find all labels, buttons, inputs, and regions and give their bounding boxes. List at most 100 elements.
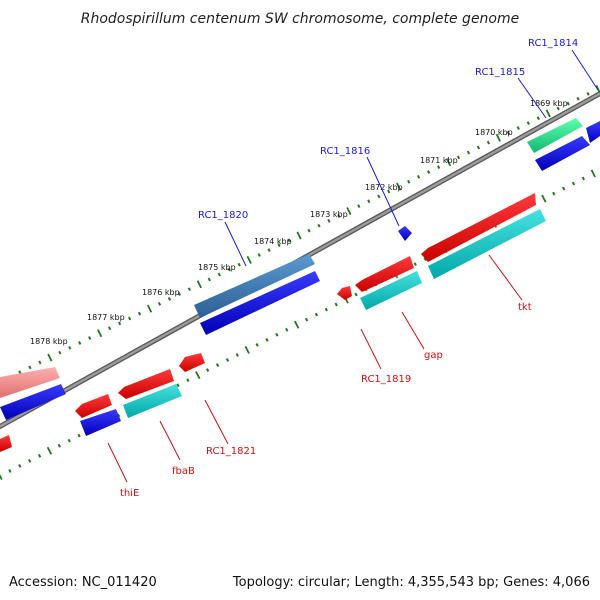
outer-minor-tick [357, 204, 361, 209]
ruler-label-1878: 1878 kbp [30, 337, 68, 346]
gene-rc1-1816-arrow[interactable] [398, 226, 412, 241]
label-fbab[interactable]: fbaB [172, 466, 195, 477]
label-rc1-1815[interactable]: RC1_1815 [475, 67, 525, 78]
outer-minor-tick [377, 194, 381, 199]
outer-minor-tick [177, 292, 182, 296]
accession-text: Accession: NC_011420 [9, 575, 157, 590]
inner-minor-tick [57, 443, 61, 448]
gene-gap-arrow[interactable] [355, 256, 414, 292]
inner-major-tick [541, 194, 547, 203]
outer-minor-tick [107, 326, 112, 331]
outer-major-tick [196, 280, 202, 289]
gene-rc1-1821-arrow[interactable] [118, 369, 174, 399]
gene-blue-arrow-3[interactable] [200, 271, 320, 335]
outer-minor-tick [407, 179, 411, 184]
ruler-label-1872: 1872 kbp [365, 183, 403, 192]
inner-minor-tick [413, 262, 417, 267]
ruler-label-1869: 1869 kbp [530, 99, 568, 108]
ruler-label-1877: 1877 kbp [87, 313, 125, 322]
outer-minor-tick [118, 321, 122, 326]
outer-minor-tick [78, 341, 82, 345]
inner-minor-tick [186, 378, 190, 383]
label-rc1-1821[interactable]: RC1_1821 [206, 446, 256, 457]
inner-minor-tick [176, 383, 180, 388]
outer-minor-tick [58, 350, 62, 355]
outer-major-tick [346, 207, 352, 215]
outer-minor-tick [227, 267, 231, 272]
inner-minor-tick [37, 453, 42, 458]
outer-minor-tick [437, 165, 441, 169]
gene-tkt-cyan-arrow[interactable] [428, 209, 546, 279]
label-gap[interactable]: gap [424, 350, 443, 361]
gene-rc1-1819-arrow[interactable] [337, 286, 352, 300]
gene-rc1-1820-arrow[interactable] [194, 254, 315, 318]
outer-minor-tick [128, 316, 132, 321]
label-rc1-1819[interactable]: RC1_1819 [361, 374, 411, 385]
outer-minor-tick [536, 116, 540, 121]
gene-green-arrow[interactable] [527, 118, 583, 153]
gene-rc1-1814-arrow[interactable] [586, 121, 600, 143]
inner-minor-tick [324, 307, 328, 312]
outer-minor-tick [516, 126, 520, 130]
outer-minor-tick [18, 370, 22, 375]
outer-minor-tick [267, 248, 271, 253]
outer-minor-tick [526, 121, 530, 126]
gene-blue-arrow-2[interactable] [535, 136, 590, 171]
inner-minor-tick [215, 363, 220, 367]
inner-minor-tick [334, 302, 338, 307]
outer-minor-tick [387, 189, 391, 194]
outer-minor-tick [38, 360, 42, 365]
inner-minor-tick [285, 327, 289, 332]
outer-major-tick [495, 133, 501, 142]
outer-major-tick [97, 329, 103, 338]
leader-rc1-1821 [204, 399, 229, 445]
gene-thie-arrow[interactable] [80, 409, 121, 436]
gene-tkt-arrow[interactable] [421, 193, 536, 262]
gene-gap-cyan-arrow[interactable] [360, 271, 422, 310]
label-thie[interactable]: thiE [120, 488, 139, 499]
inner-minor-tick [265, 337, 269, 342]
outer-minor-tick [207, 277, 211, 282]
topology-summary-text: Topology: circular; Length: 4,355,543 bp… [232, 575, 590, 590]
inner-minor-tick [67, 438, 71, 443]
outer-major-tick [445, 158, 452, 167]
inner-minor-tick [562, 186, 566, 191]
inner-minor-tick [304, 317, 309, 322]
inner-minor-tick [28, 458, 32, 463]
gene-features [0, 118, 600, 452]
leader-thie [107, 442, 128, 483]
outer-minor-tick [327, 218, 331, 223]
gene-red-small-arrow[interactable] [179, 353, 205, 372]
outer-minor-tick [28, 365, 32, 370]
label-tkt[interactable]: tkt [518, 302, 532, 313]
map-title: Rhodospirillum centenum SW chromosome, c… [81, 11, 520, 27]
leader-rc1-1816 [366, 156, 400, 227]
outer-major-tick [246, 255, 252, 264]
leader-fbab [159, 420, 181, 461]
gene-fbab-arrow[interactable] [75, 394, 112, 418]
outer-minor-tick [556, 106, 560, 111]
outer-minor-tick [137, 311, 142, 316]
inner-minor-tick [255, 343, 259, 347]
gene-pink-arrow[interactable] [0, 367, 60, 398]
label-rc1-1814[interactable]: RC1_1814 [528, 38, 578, 49]
outer-minor-tick [576, 96, 580, 101]
gene-labels: RC1_1814 RC1_1815 RC1_1816 RC1_1820 tkt … [120, 38, 578, 499]
leader-rc1-1819 [360, 328, 382, 370]
outer-minor-tick [157, 301, 162, 306]
inner-major-tick [244, 345, 250, 354]
outer-minor-tick [367, 199, 371, 204]
inner-major-tick [195, 371, 201, 380]
label-rc1-1816[interactable]: RC1_1816 [320, 146, 370, 157]
outer-minor-tick [307, 228, 311, 233]
outer-major-tick [595, 85, 600, 93]
label-rc1-1820[interactable]: RC1_1820 [198, 210, 248, 221]
inner-major-tick [46, 446, 53, 455]
gene-blue-arrow-4[interactable] [0, 384, 66, 420]
gene-rc1-1821-cyan-arrow[interactable] [123, 384, 182, 418]
ruler-label-1870: 1870 kbp [475, 128, 513, 137]
outer-major-tick [396, 182, 402, 191]
ruler-label-1871: 1871 kbp [420, 156, 458, 165]
leader-rc1-1814 [571, 49, 599, 91]
gene-left-red-arrow[interactable] [0, 435, 12, 452]
